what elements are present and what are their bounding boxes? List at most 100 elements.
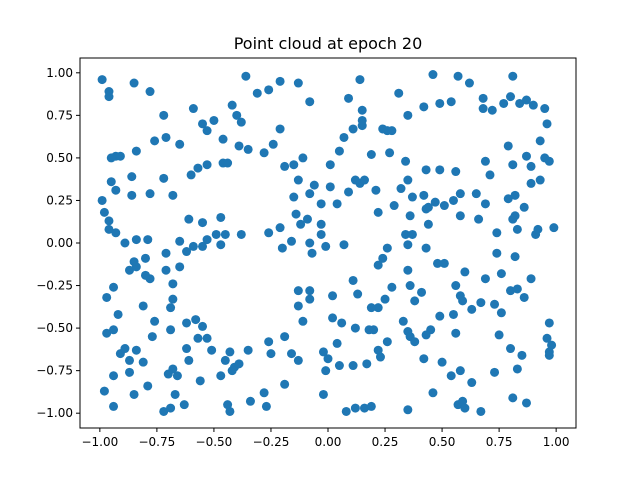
data-point [150,316,160,326]
y-tick-label: 0.50 [46,151,73,165]
data-point [353,289,363,299]
data-point [544,318,554,328]
data-point [378,124,388,134]
x-tick-label: 1.00 [543,435,570,449]
data-point [423,219,433,229]
data-point [293,175,303,185]
data-point [371,185,381,195]
data-point [380,294,390,304]
data-point [405,281,415,291]
data-point [140,253,150,263]
data-point [318,389,328,399]
data-point [138,357,148,367]
data-point [360,175,369,185]
data-point [480,274,490,284]
data-point [305,238,315,248]
data-point [496,269,506,279]
data-point [168,279,178,289]
data-point [398,316,408,326]
data-point [508,393,518,403]
data-point [378,253,388,263]
data-point [245,396,255,406]
data-point [490,367,500,377]
data-point [227,366,237,376]
data-point [243,144,253,154]
data-point [499,98,509,108]
data-point [453,71,463,81]
data-point [328,291,338,301]
data-point [375,352,385,362]
data-point [109,371,119,381]
data-point [202,235,212,245]
data-point [396,184,406,194]
data-point [460,403,470,413]
data-point [487,105,497,115]
data-point [225,347,235,357]
data-point [521,95,531,105]
data-point [549,223,559,233]
data-point [540,104,550,114]
data-point [104,216,114,226]
data-point [403,110,413,120]
data-point [366,150,376,159]
data-point [344,187,354,197]
x-tick-label: −1.00 [81,435,118,449]
data-point [337,318,347,328]
data-point [321,241,331,251]
data-point [506,286,516,296]
data-point [106,177,116,187]
data-point [348,124,358,134]
data-point [166,403,176,413]
data-point [182,344,192,354]
data-point [535,136,545,146]
data-point [508,214,518,224]
data-point [268,139,278,149]
data-point [480,156,490,166]
data-point [125,265,135,275]
data-point [161,132,171,142]
data-point [455,189,465,199]
data-point [218,134,228,144]
data-point [298,316,308,326]
data-point [512,284,522,294]
data-point [478,104,488,114]
data-point [490,299,500,309]
x-tick-label: 0.50 [429,435,456,449]
data-point [241,71,251,81]
data-point [131,146,141,156]
data-point [419,354,429,364]
data-point [464,78,474,88]
x-tick-label: 0.75 [486,435,513,449]
data-point [521,151,531,161]
data-point [373,345,383,355]
data-point [159,173,169,183]
x-tick-label: 0.25 [372,435,399,449]
data-point [145,87,155,97]
data-point [175,139,185,149]
data-point [188,241,198,251]
data-point [478,93,488,103]
data-point [439,258,449,268]
data-point [366,401,376,411]
data-point [421,165,431,175]
data-point [302,214,312,224]
data-point [512,364,522,374]
data-point [309,180,319,190]
data-point [439,201,449,211]
data-point [145,189,155,199]
data-point [533,224,543,234]
data-point [209,115,219,125]
data-point [170,389,180,399]
data-point [120,344,130,354]
data-point [161,265,171,275]
data-point [403,240,413,250]
data-point [232,110,242,120]
x-tick-label: −0.25 [253,435,290,449]
data-point [127,190,137,200]
data-point [394,88,404,98]
data-point [401,156,411,166]
data-point [382,337,392,347]
data-point [305,189,315,199]
data-point [512,224,522,234]
data-point [131,235,141,245]
